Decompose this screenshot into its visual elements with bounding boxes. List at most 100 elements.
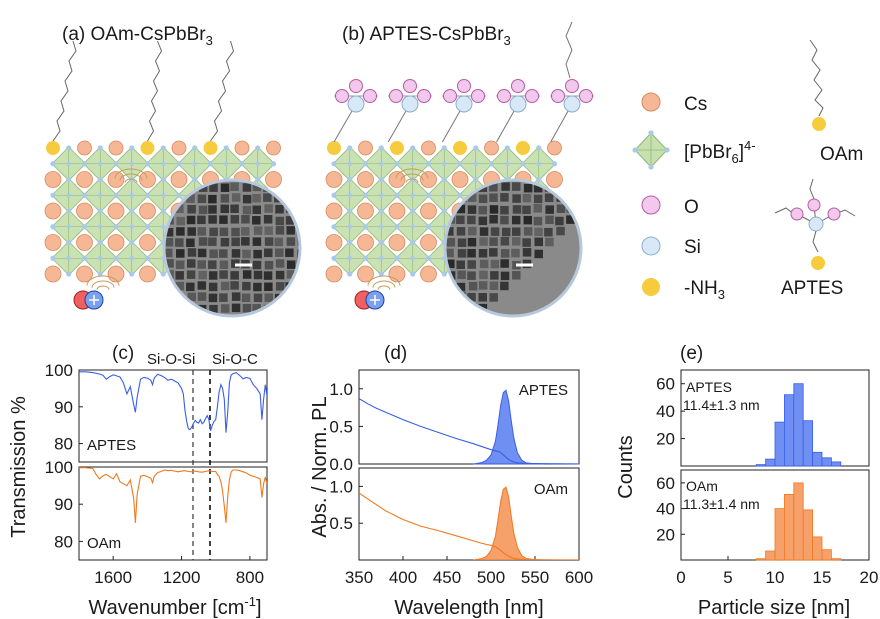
br-node (379, 224, 384, 229)
o-atom (335, 89, 349, 103)
vibration-wave-icon (114, 168, 148, 179)
nanocrystal (219, 227, 229, 237)
ftir-oam-frame (78, 466, 268, 561)
nh3-group (203, 141, 218, 155)
br-node (394, 161, 400, 167)
nanocrystal (186, 270, 196, 279)
nanocrystal (242, 281, 251, 291)
nanocrystal (231, 249, 241, 258)
hist-aptes-stat: 11.4±1.3 nm (683, 397, 760, 413)
br-node (425, 255, 432, 261)
cs-atom (234, 140, 250, 156)
br-node (113, 255, 119, 261)
br-node (488, 161, 495, 167)
panel-d-label: (d) (384, 343, 407, 364)
nanocrystal (252, 205, 261, 215)
nanocrystal (208, 205, 217, 214)
oam-ligand-chain (52, 40, 77, 142)
br-node (97, 176, 103, 183)
cs-atom (76, 171, 93, 188)
nanocrystal (219, 260, 229, 270)
nanocrystal (275, 304, 285, 314)
nanocrystal (187, 248, 197, 257)
br-node (113, 192, 119, 198)
nanocrystal (556, 226, 565, 236)
br-node (425, 192, 432, 198)
br-node (81, 255, 88, 261)
vibration-wave-icon (372, 280, 396, 288)
nanocrystal (175, 260, 185, 269)
nanocrystal (533, 194, 543, 204)
o-atom (363, 89, 377, 103)
nanocrystal (445, 303, 455, 312)
histogram-bar-aptes (784, 394, 795, 467)
x-tick-label: 800 (236, 568, 264, 587)
nanocrystal (264, 226, 273, 235)
nanocrystal (252, 193, 261, 203)
nanocrystal (456, 282, 466, 292)
br-node (347, 176, 353, 183)
cs-atom (107, 234, 125, 251)
absorption-pl-chart: (d) 0.0 0.5 1.0 0.5 1.0 350 400 450 500 550 600 AP… (309, 343, 593, 619)
br-node (129, 256, 134, 261)
nanocrystal (511, 227, 521, 236)
nanocrystal (198, 315, 208, 316)
br-node (347, 193, 352, 198)
nanocrystal (534, 227, 543, 237)
nanocrystal (165, 315, 174, 316)
nanocrystal (511, 182, 521, 191)
nanocrystal (197, 292, 207, 301)
nanocrystal (263, 215, 273, 224)
histogram-bar-aptes (793, 383, 804, 467)
nanocrystal (285, 315, 294, 316)
panel-b-title: (b) APTES-CsPbBr3 (342, 24, 511, 48)
tem-micrograph (164, 180, 300, 316)
nanocrystal (445, 248, 454, 258)
histogram-bar-aptes (821, 457, 832, 467)
br-node (81, 224, 88, 230)
y-tick-label: 1.0 (329, 380, 353, 399)
br-node (473, 161, 478, 166)
absorption-line-oam (359, 492, 579, 560)
vibration-wave-icon (124, 178, 138, 183)
br-node (536, 145, 542, 151)
hist-oam-stat: 11.3±1.4 nm (683, 496, 760, 512)
nanocrystal (285, 293, 295, 303)
br-node (379, 161, 384, 166)
nanocrystal (489, 281, 499, 290)
br-node (347, 224, 352, 229)
nanocrystal (263, 193, 272, 202)
histogram-bar-aptes (765, 458, 776, 467)
nh3-group (453, 141, 467, 155)
histogram-bar-aptes (812, 451, 823, 467)
nh3-group (140, 141, 155, 155)
cs-atom (357, 202, 374, 220)
vibration-wave-icon (400, 173, 424, 181)
nanocrystal (478, 216, 488, 226)
o-atom (565, 79, 579, 93)
nanocrystal (241, 237, 250, 246)
br-node (378, 176, 384, 183)
br-node (441, 271, 447, 277)
nanocrystal (175, 281, 185, 291)
o-atom (403, 79, 417, 93)
o-atom (471, 89, 485, 103)
x-tick-label: 5 (723, 568, 732, 587)
br-node (378, 239, 384, 246)
tem-border (443, 178, 583, 318)
nanocrystal (208, 271, 218, 280)
cs-atom (44, 234, 62, 251)
nanocrystal (219, 249, 228, 258)
nanocrystal (209, 183, 218, 192)
legend: Cs [PbBr6]4- O Si -NH3 OAm (632, 39, 863, 302)
br-node (347, 256, 352, 261)
si-atom (401, 95, 419, 113)
cs-atom (388, 234, 406, 251)
cs-atom (107, 171, 125, 188)
histogram-bar-oam (765, 550, 776, 561)
nanocrystal (489, 215, 498, 224)
br-node (347, 161, 352, 166)
br-node (192, 161, 197, 166)
cs-atom (325, 234, 343, 251)
nanocrystal (186, 282, 195, 292)
